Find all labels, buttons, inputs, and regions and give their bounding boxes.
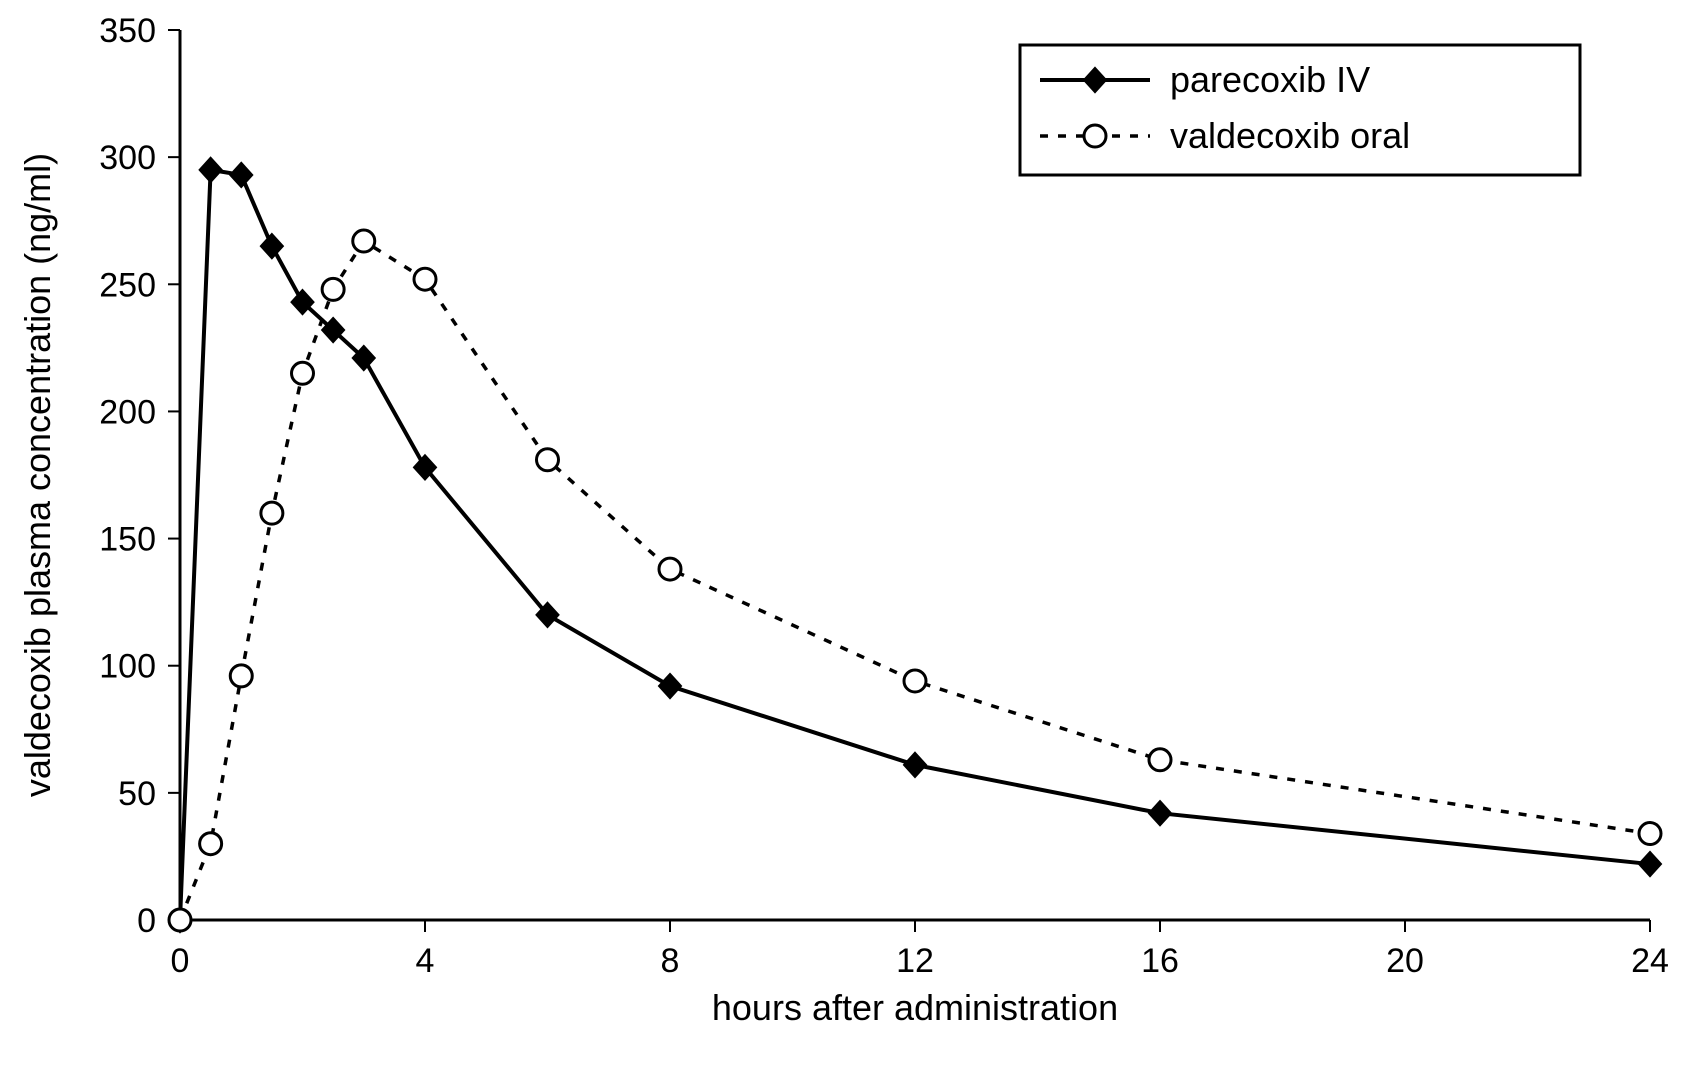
pk-line-chart: 0 4 8 12 16 20 24 0 50 100 150 200 250 300 350 hours af… <box>0 0 1689 1090</box>
y-tick-label: 300 <box>99 139 156 177</box>
y-tick-label: 100 <box>99 648 156 686</box>
x-tick-label: 4 <box>416 942 435 980</box>
marker-circle <box>292 362 314 384</box>
y-axis-label: valdecoxib plasma concentration (ng/ml) <box>17 153 58 797</box>
x-axis-label: hours after administration <box>712 987 1118 1028</box>
marker-circle <box>659 558 681 580</box>
marker-circle <box>230 665 252 687</box>
x-tick-label: 12 <box>896 942 934 980</box>
marker-circle <box>1149 749 1171 771</box>
marker-circle <box>169 909 191 931</box>
x-tick-label: 8 <box>661 942 680 980</box>
marker-circle <box>353 230 375 252</box>
x-tick-label: 0 <box>171 942 190 980</box>
marker-circle <box>1084 125 1106 147</box>
x-tick-label: 24 <box>1631 942 1669 980</box>
y-tick-label: 150 <box>99 521 156 559</box>
legend-label: valdecoxib oral <box>1170 115 1410 156</box>
marker-circle <box>904 670 926 692</box>
y-tick-label: 250 <box>99 266 156 304</box>
marker-circle <box>200 833 222 855</box>
y-tick-label: 200 <box>99 393 156 431</box>
x-tick-label: 16 <box>1141 942 1179 980</box>
marker-circle <box>1639 823 1661 845</box>
legend-label: parecoxib IV <box>1170 59 1370 100</box>
marker-circle <box>414 268 436 290</box>
y-tick-label: 50 <box>118 775 156 813</box>
marker-circle <box>322 278 344 300</box>
legend: parecoxib IV valdecoxib oral <box>1020 45 1580 175</box>
marker-circle <box>537 449 559 471</box>
marker-circle <box>261 502 283 524</box>
y-tick-label: 0 <box>137 902 156 940</box>
x-tick-label: 20 <box>1386 942 1424 980</box>
y-tick-label: 350 <box>99 12 156 50</box>
chart-container: 0 4 8 12 16 20 24 0 50 100 150 200 250 300 350 hours af… <box>0 0 1689 1090</box>
